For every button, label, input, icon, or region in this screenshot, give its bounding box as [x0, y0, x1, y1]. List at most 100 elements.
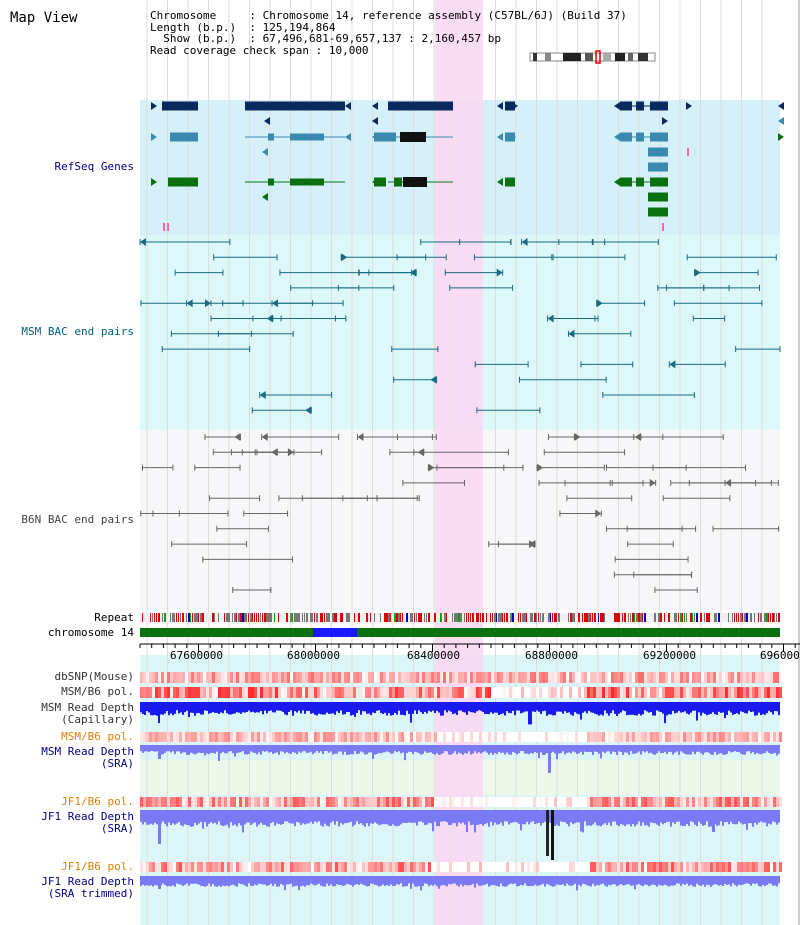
repeat-element	[718, 613, 720, 622]
depth-bar	[654, 745, 656, 755]
polymorphism-cell	[692, 797, 695, 807]
polymorphism-cell	[617, 797, 620, 807]
depth-bar	[718, 876, 720, 886]
depth-bar	[588, 745, 590, 752]
polymorphism-cell	[416, 862, 419, 872]
depth-bar	[692, 810, 694, 823]
depth-bar	[722, 702, 724, 713]
depth-bar	[606, 702, 608, 714]
depth-bar	[354, 702, 356, 717]
depth-bar	[140, 810, 142, 822]
b6n-bac-end-pairs-label[interactable]: B6N BAC end pairs	[21, 513, 134, 526]
repeat-element	[634, 613, 635, 622]
polymorphism-cell	[626, 862, 629, 872]
jf1-b6-pol-label[interactable]: JF1/B6 pol.	[61, 795, 134, 808]
depth-bar	[538, 702, 540, 712]
depth-bar	[422, 745, 424, 754]
depth-bar	[626, 810, 628, 825]
depth-bar	[272, 810, 274, 823]
depth-bar	[278, 745, 280, 755]
repeat-element	[244, 613, 246, 622]
depth-bar	[430, 702, 432, 712]
depth-bar	[224, 876, 226, 887]
depth-bar	[424, 876, 426, 884]
polymorphism-cell	[314, 687, 317, 698]
polymorphism-cell	[710, 672, 713, 683]
repeat-element	[684, 613, 685, 622]
polymorphism-cell	[449, 672, 452, 683]
depth-bar	[662, 810, 664, 825]
dbsnp-label[interactable]: dbSNP(Mouse)	[54, 670, 134, 683]
depth-bar	[304, 810, 306, 825]
polymorphism-cell	[776, 732, 779, 742]
depth-bar	[700, 810, 702, 824]
depth-bar	[224, 745, 226, 754]
repeat-element	[618, 613, 620, 622]
refseq-genes-label[interactable]: RefSeq Genes	[54, 160, 134, 173]
depth-bar	[286, 702, 288, 716]
depth-bar	[330, 876, 332, 885]
polymorphism-cell	[761, 687, 764, 698]
repeat-element	[380, 613, 381, 622]
polymorphism-cell	[206, 687, 209, 698]
repeat-element	[240, 613, 242, 622]
polymorphism-cell	[257, 687, 260, 698]
depth-bar	[526, 745, 528, 754]
depth-bar	[256, 810, 258, 827]
depth-bar	[248, 745, 250, 754]
repeat-element	[478, 613, 479, 622]
depth-bar	[282, 745, 284, 752]
b6n-bac-end-pairs-track[interactable]	[140, 433, 780, 593]
depth-bar	[364, 745, 366, 755]
msm-read-depth-capillary-label[interactable]: MSM Read Depth (Capillary)	[41, 701, 134, 726]
depth-bar	[222, 810, 224, 827]
depth-bar	[412, 876, 414, 884]
repeat-element	[732, 613, 733, 622]
polymorphism-cell	[767, 687, 770, 698]
polymorphism-cell	[299, 797, 302, 807]
strand-arrow-icon	[595, 509, 602, 518]
depth-bar	[244, 810, 246, 825]
polymorphism-cell	[779, 732, 782, 742]
strand-arrow-icon	[261, 433, 268, 441]
depth-bar	[592, 876, 594, 884]
polymorphism-cell	[653, 862, 656, 872]
msm-b6-pol-2-label[interactable]: MSM/B6 pol.	[61, 730, 134, 743]
depth-bar	[392, 702, 394, 715]
polymorphism-cell	[692, 672, 695, 683]
depth-bar	[420, 810, 422, 822]
depth-bar	[700, 702, 702, 716]
polymorphism-cell	[404, 672, 407, 683]
depth-bar	[642, 810, 644, 823]
depth-bar	[156, 702, 158, 716]
jf1-read-depth-sra-label[interactable]: JF1 Read Depth (SRA)	[41, 810, 134, 835]
depth-bar	[212, 702, 214, 713]
depth-bar	[324, 702, 326, 715]
polymorphism-cell	[251, 672, 254, 683]
polymorphism-cell	[404, 862, 407, 872]
polymorphism-cell	[227, 862, 230, 872]
depth-bar	[514, 876, 516, 884]
polymorphism-cell	[464, 687, 467, 698]
depth-bar	[294, 745, 296, 753]
msm-b6-pol-label[interactable]: MSM/B6 pol.	[61, 685, 134, 698]
repeat-element	[654, 613, 656, 622]
depth-bar	[620, 810, 622, 825]
jf1-b6-pol-2-label[interactable]: JF1/B6 pol.	[61, 860, 134, 873]
msm-bac-end-pairs-label[interactable]: MSM BAC end pairs	[21, 325, 134, 338]
refseq-genes-track[interactable]	[151, 101, 784, 232]
jf1-read-depth-trimmed-label[interactable]: JF1 Read Depth (SRA trimmed)	[41, 875, 134, 900]
polymorphism-cell	[419, 862, 422, 872]
gene-exon	[268, 178, 274, 186]
depth-bar	[336, 745, 338, 754]
polymorphism-cell	[407, 862, 410, 872]
depth-bar	[674, 876, 676, 886]
msm-read-depth-sra-label[interactable]: MSM Read Depth (SRA)	[41, 745, 134, 770]
msm-bac-end-pairs-track[interactable]	[139, 238, 781, 415]
depth-bar	[230, 745, 232, 752]
chromosome-ideogram[interactable]	[529, 50, 656, 64]
depth-bar	[622, 745, 624, 755]
depth-bar	[762, 810, 764, 823]
polymorphism-cell	[425, 687, 428, 698]
